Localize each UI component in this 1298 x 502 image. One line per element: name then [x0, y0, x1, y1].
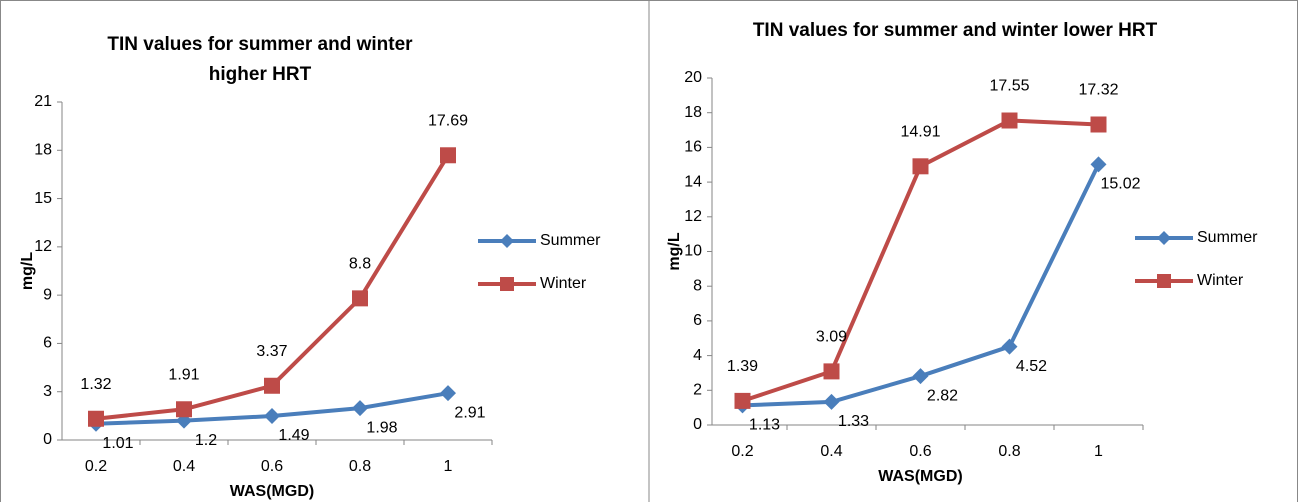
x-tick-label: 0.6 [261, 458, 283, 475]
data-label: 17.32 [1078, 82, 1118, 99]
x-axis-label: WAS(MGD) [230, 483, 314, 500]
y-axis-label: mg/L [666, 232, 683, 270]
y-tick-label: 0 [43, 431, 52, 448]
marker [352, 290, 368, 307]
marker [264, 377, 280, 394]
data-label: 1.32 [80, 376, 111, 393]
y-tick-label: 15 [34, 190, 52, 207]
x-axis-label: WAS(MGD) [878, 468, 962, 485]
x-tick-label: 1 [444, 458, 453, 475]
y-tick-label: 8 [693, 277, 702, 294]
data-label: 3.37 [256, 343, 287, 360]
y-tick-label: 6 [693, 312, 702, 329]
x-tick-label: 0.4 [173, 458, 195, 475]
marker [734, 392, 751, 409]
data-label: 4.52 [1016, 358, 1047, 375]
data-label: 14.91 [900, 124, 940, 141]
marker [264, 408, 280, 425]
data-label: 1.98 [366, 419, 397, 436]
x-tick-label: 0.2 [731, 443, 753, 460]
marker [176, 401, 192, 418]
y-tick-label: 12 [34, 238, 52, 255]
marker [88, 410, 104, 427]
data-label: 3.09 [816, 329, 847, 346]
marker [912, 158, 929, 175]
data-label: 17.55 [989, 78, 1029, 95]
y-tick-label: 18 [684, 104, 702, 121]
legend-marker [500, 234, 514, 248]
x-tick-label: 0.6 [909, 443, 931, 460]
y-tick-label: 14 [684, 173, 702, 190]
chart-title: TIN values for summer and winter lower H… [752, 20, 1158, 41]
y-tick-label: 10 [684, 243, 702, 260]
marker [823, 393, 840, 410]
x-tick-label: 1 [1094, 443, 1103, 460]
x-tick-label: 0.2 [85, 458, 107, 475]
legend-label: Summer [1197, 229, 1258, 246]
marker [352, 400, 368, 417]
y-tick-label: 0 [693, 416, 702, 433]
data-label: 8.8 [349, 256, 371, 273]
x-tick-label: 0.8 [349, 458, 371, 475]
y-tick-label: 21 [34, 93, 52, 110]
data-label: 1.49 [278, 427, 309, 444]
marker [823, 363, 840, 380]
y-tick-label: 6 [43, 335, 52, 352]
data-label: 1.39 [727, 358, 758, 375]
y-tick-label: 4 [693, 347, 702, 364]
data-label: 1.13 [749, 417, 780, 434]
y-tick-label: 9 [43, 286, 52, 303]
marker [912, 368, 929, 385]
legend-marker [1157, 231, 1171, 245]
marker [1090, 156, 1107, 173]
data-label: 1.2 [195, 432, 217, 449]
data-label: 17.69 [428, 112, 468, 129]
x-tick-label: 0.4 [820, 443, 842, 460]
y-tick-label: 18 [34, 142, 52, 159]
y-tick-label: 20 [684, 69, 702, 86]
y-tick-label: 2 [693, 382, 702, 399]
data-label: 1.01 [102, 435, 133, 452]
legend-label: Summer [540, 232, 601, 249]
marker [1001, 338, 1018, 355]
y-axis-label: mg/L [19, 252, 36, 290]
data-label: 2.91 [454, 404, 485, 421]
marker [440, 385, 456, 402]
marker [1001, 112, 1018, 129]
chart-title: TIN values for summer and winter higher … [107, 34, 413, 85]
marker [440, 147, 456, 164]
y-tick-label: 16 [684, 139, 702, 156]
data-label: 1.33 [838, 413, 869, 430]
data-label: 15.02 [1100, 176, 1140, 193]
marker [1090, 116, 1107, 133]
data-label: 2.82 [927, 387, 958, 404]
y-tick-label: 12 [684, 208, 702, 225]
x-tick-label: 0.8 [998, 443, 1020, 460]
legend-label: Winter [540, 275, 587, 292]
legend-label: Winter [1197, 272, 1244, 289]
data-label: 1.91 [168, 366, 199, 383]
legend-marker [1157, 274, 1171, 288]
legend-marker [500, 277, 514, 291]
y-tick-label: 3 [43, 383, 52, 400]
